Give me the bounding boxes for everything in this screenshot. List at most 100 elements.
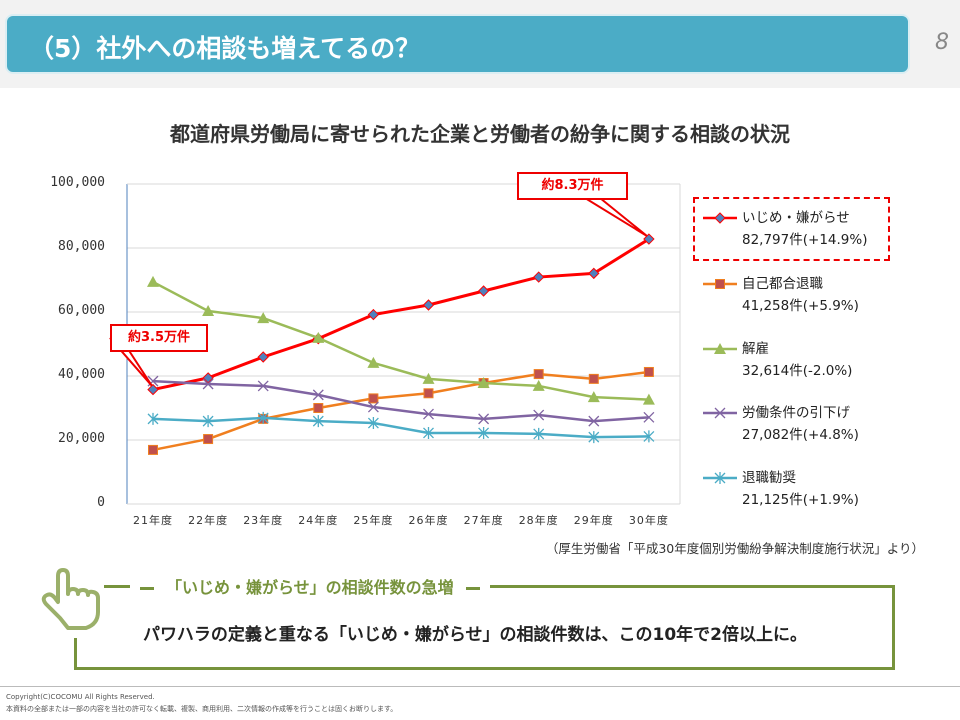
- data-point-3-3: [312, 389, 324, 401]
- data-point-1-8: [588, 373, 599, 384]
- data-point-3-9: [643, 411, 655, 423]
- legend-marker-4: [714, 472, 726, 484]
- data-point-0-0: [147, 383, 159, 396]
- y-tick-label: 80,000: [58, 239, 105, 254]
- data-point-4-6: [478, 426, 490, 439]
- data-point-1-1: [203, 434, 214, 445]
- series-line-3: [152, 379, 649, 423]
- copyright: Copyright(C)COCOMU All Rights Reserved.: [6, 693, 155, 701]
- data-point-4-4: [367, 417, 379, 430]
- data-point-1-0: [148, 444, 158, 455]
- data-point-3-7: [533, 409, 545, 421]
- legend-item: 労働条件の引下げ 27,082件(+4.8%): [742, 402, 859, 446]
- legend-marker-1: [715, 279, 725, 289]
- legend-marker-0: [714, 212, 726, 224]
- data-point-1-4: [368, 393, 379, 404]
- legend-marker-3: [714, 407, 726, 419]
- legend-item: 自己都合退職 41,258件(+5.9%): [742, 273, 859, 317]
- data-point-1-3: [313, 403, 324, 413]
- summary-body: パワハラの定義と重なる「いじめ・嫌がらせ」の相談件数は、この10年で2倍以上に。: [143, 625, 807, 645]
- y-tick-label: 0: [97, 495, 105, 510]
- data-point-0-7: [532, 271, 545, 283]
- data-point-0-4: [367, 308, 380, 321]
- usage-notice: 本資料の全部または一部の内容を当社の許可なく転載、複製、商用利用、二次情報の作成…: [6, 705, 398, 713]
- y-tick-label: 20,000: [58, 431, 105, 446]
- legend-highlight-box: [693, 197, 890, 261]
- x-tick-label: 22年度: [188, 514, 229, 527]
- data-point-1-7: [533, 369, 544, 380]
- data-point-2-9: [642, 393, 655, 405]
- data-point-4-8: [588, 431, 600, 444]
- x-tick-label: 23年度: [243, 514, 284, 527]
- legend-marker-2: [714, 343, 726, 354]
- chart-title: 都道府県労働局に寄せられた企業と労働者の紛争に関する相談の状況: [170, 122, 790, 146]
- data-point-3-2: [257, 380, 269, 392]
- pointing-hand-icon: [38, 568, 104, 638]
- footer-divider: [0, 686, 960, 687]
- slide-title: （5）社外への相談も増えてるの？: [29, 34, 421, 63]
- legend-value: 82,797件(+14.9%): [742, 232, 868, 248]
- data-point-0-2: [257, 351, 269, 363]
- series-line-1: [152, 370, 650, 452]
- data-point-4-7: [533, 427, 545, 440]
- data-point-3-8: [588, 415, 600, 427]
- data-point-3-1: [202, 378, 214, 390]
- data-point-2-4: [367, 356, 380, 368]
- data-point-4-1: [202, 415, 214, 428]
- legend-value: 32,614件(-2.0%): [742, 363, 853, 379]
- legend-value: 21,125件(+1.9%): [742, 492, 859, 508]
- data-point-4-9: [643, 430, 655, 443]
- slide-header: （5）社外への相談も増えてるの？: [5, 14, 910, 74]
- summary-title-text: 「いじめ・嫌がらせ」の相談件数の急増: [166, 578, 454, 597]
- x-tick-label: 27年度: [463, 514, 504, 527]
- x-tick-label: 21年度: [133, 514, 173, 527]
- callout-30: 約8.3万件: [517, 172, 628, 200]
- data-point-0-5: [422, 299, 435, 311]
- data-point-4-5: [423, 426, 434, 439]
- series-line-0: [152, 237, 650, 392]
- legend-label: 解雇: [742, 341, 769, 357]
- page-number: 8: [935, 30, 949, 55]
- data-point-4-2: [257, 411, 269, 424]
- data-point-4-3: [312, 415, 324, 428]
- y-tick-label: 60,000: [58, 303, 105, 318]
- legend-item: いじめ・嫌がらせ 82,797件(+14.9%): [742, 207, 867, 251]
- data-point-0-8: [588, 267, 600, 280]
- x-tick-label: 25年度: [353, 514, 394, 527]
- legend-value: 41,258件(+5.9%): [742, 298, 859, 314]
- x-tick-label: 28年度: [518, 514, 559, 527]
- data-point-2-8: [587, 391, 600, 403]
- legend-label: 退職勧奨: [742, 470, 796, 486]
- data-point-2-5: [422, 372, 435, 384]
- summary-title: 「いじめ・嫌がらせ」の相談件数の急増: [130, 574, 490, 598]
- legend-label: 自己都合退職: [742, 276, 823, 292]
- series-line-4: [152, 416, 649, 439]
- data-point-2-2: [257, 312, 270, 324]
- data-point-2-1: [202, 305, 215, 317]
- data-point-1-9: [643, 366, 654, 377]
- data-point-3-6: [478, 413, 490, 425]
- x-tick-label: 30年度: [628, 514, 669, 527]
- y-tick-label: 40,000: [58, 367, 105, 382]
- series-line-2: [152, 280, 649, 401]
- x-tick-label: 29年度: [573, 514, 614, 527]
- legend-item: 退職勧奨 21,125件(+1.9%): [742, 467, 859, 511]
- callout-pointer: [581, 197, 648, 237]
- legend-value: 27,082件(+4.8%): [742, 427, 859, 443]
- x-tick-label: 24年度: [298, 514, 339, 527]
- legend-label: 労働条件の引下げ: [742, 405, 850, 421]
- data-point-2-3: [312, 331, 325, 343]
- legend-label: いじめ・嫌がらせ: [742, 210, 850, 226]
- data-point-2-0: [147, 275, 159, 287]
- legend-item: 解雇 32,614件(-2.0%): [742, 338, 852, 382]
- data-point-3-4: [367, 401, 379, 413]
- x-tick-label: 26年度: [408, 514, 449, 527]
- data-point-3-5: [423, 408, 434, 420]
- data-point-1-5: [423, 388, 434, 399]
- callout-21: 約3.5万件: [110, 324, 208, 352]
- data-point-2-7: [532, 379, 545, 391]
- y-tick-label: 100,000: [50, 175, 105, 190]
- source-note: （厚生労働省「平成30年度個別労働紛争解決制度施行状況」より）: [545, 541, 924, 556]
- data-point-2-6: [477, 377, 490, 389]
